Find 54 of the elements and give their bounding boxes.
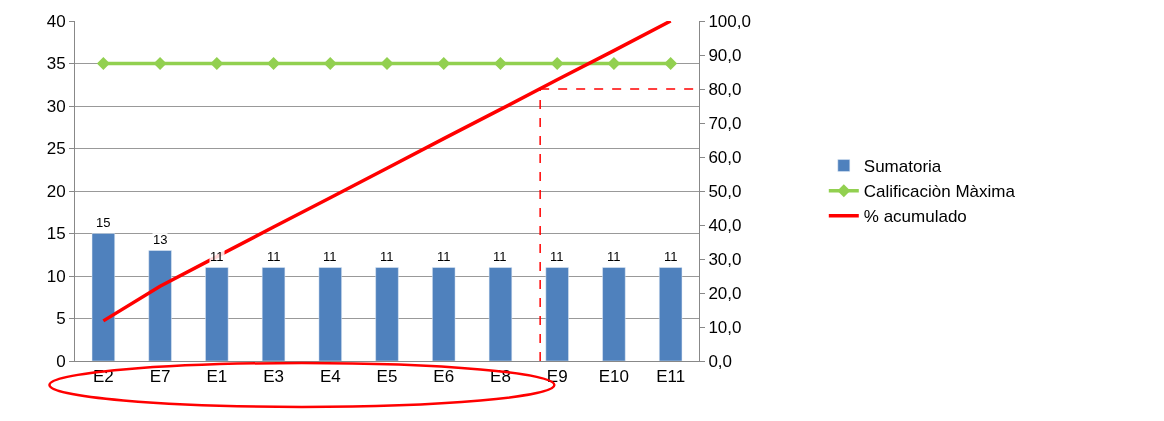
bar [659, 267, 683, 361]
y2-tick-label: 100,0 [708, 11, 751, 31]
data-label: 11 [664, 249, 678, 264]
data-label: 11 [267, 249, 281, 264]
bar [375, 267, 399, 361]
data-label: 11 [437, 249, 451, 264]
bar [148, 250, 172, 361]
bar [318, 267, 342, 361]
bar [545, 267, 569, 361]
data-label: 15 [96, 215, 111, 230]
data-label: 13 [153, 232, 168, 247]
x-tick-label: E11 [656, 367, 686, 387]
legend-label: % acumulado [863, 207, 967, 227]
x-tick-label: E10 [598, 367, 630, 387]
data-label: 11 [380, 249, 394, 264]
y2-tick-label: 90,0 [708, 45, 742, 65]
x-tick-label: E3 [263, 367, 284, 387]
y-tick-label: 25 [46, 139, 66, 159]
x-tick-label: E5 [376, 367, 398, 387]
y-tick-label: 30 [46, 96, 66, 116]
data-label: 11 [607, 249, 621, 264]
x-tick-label: E9 [546, 367, 568, 387]
x-tick-label: E6 [433, 367, 455, 387]
y2-tick-label: 20,0 [708, 283, 742, 303]
y2-tick-label: 60,0 [708, 147, 742, 167]
y2-tick-label: 70,0 [708, 113, 742, 133]
y2-tick-label: 10,0 [708, 317, 742, 337]
y2-tick-label: 50,0 [708, 181, 742, 201]
bar [602, 267, 626, 361]
bar [488, 267, 513, 361]
y-tick-label: 40 [46, 11, 66, 31]
bar [261, 267, 286, 361]
bar [91, 233, 115, 361]
y2-tick-label: 80,0 [708, 79, 742, 99]
y2-tick-label: 30,0 [708, 249, 742, 269]
y-tick-label: 35 [46, 54, 66, 74]
data-label: 11 [493, 249, 507, 264]
x-tick-label: E1 [206, 367, 228, 387]
legend-label: Calificaciòn Màxima [863, 182, 1016, 202]
data-label: 11 [323, 249, 337, 264]
data-label: 11 [210, 249, 224, 264]
y2-tick-label: 40,0 [708, 215, 742, 235]
x-tick-label: E4 [319, 367, 341, 387]
x-tick-label: E7 [149, 367, 171, 387]
y-tick-label: 20 [46, 181, 66, 201]
y-tick-label: 5 [56, 309, 66, 329]
y-tick-label: 0 [56, 351, 66, 371]
data-label: 11 [550, 249, 564, 264]
y-tick-label: 15 [46, 224, 66, 244]
legend-label: Sumatoria [863, 157, 942, 177]
y-tick-label: 10 [46, 266, 66, 286]
bar [432, 267, 456, 361]
y2-tick-label: 0,0 [708, 351, 733, 371]
bar [205, 267, 229, 361]
